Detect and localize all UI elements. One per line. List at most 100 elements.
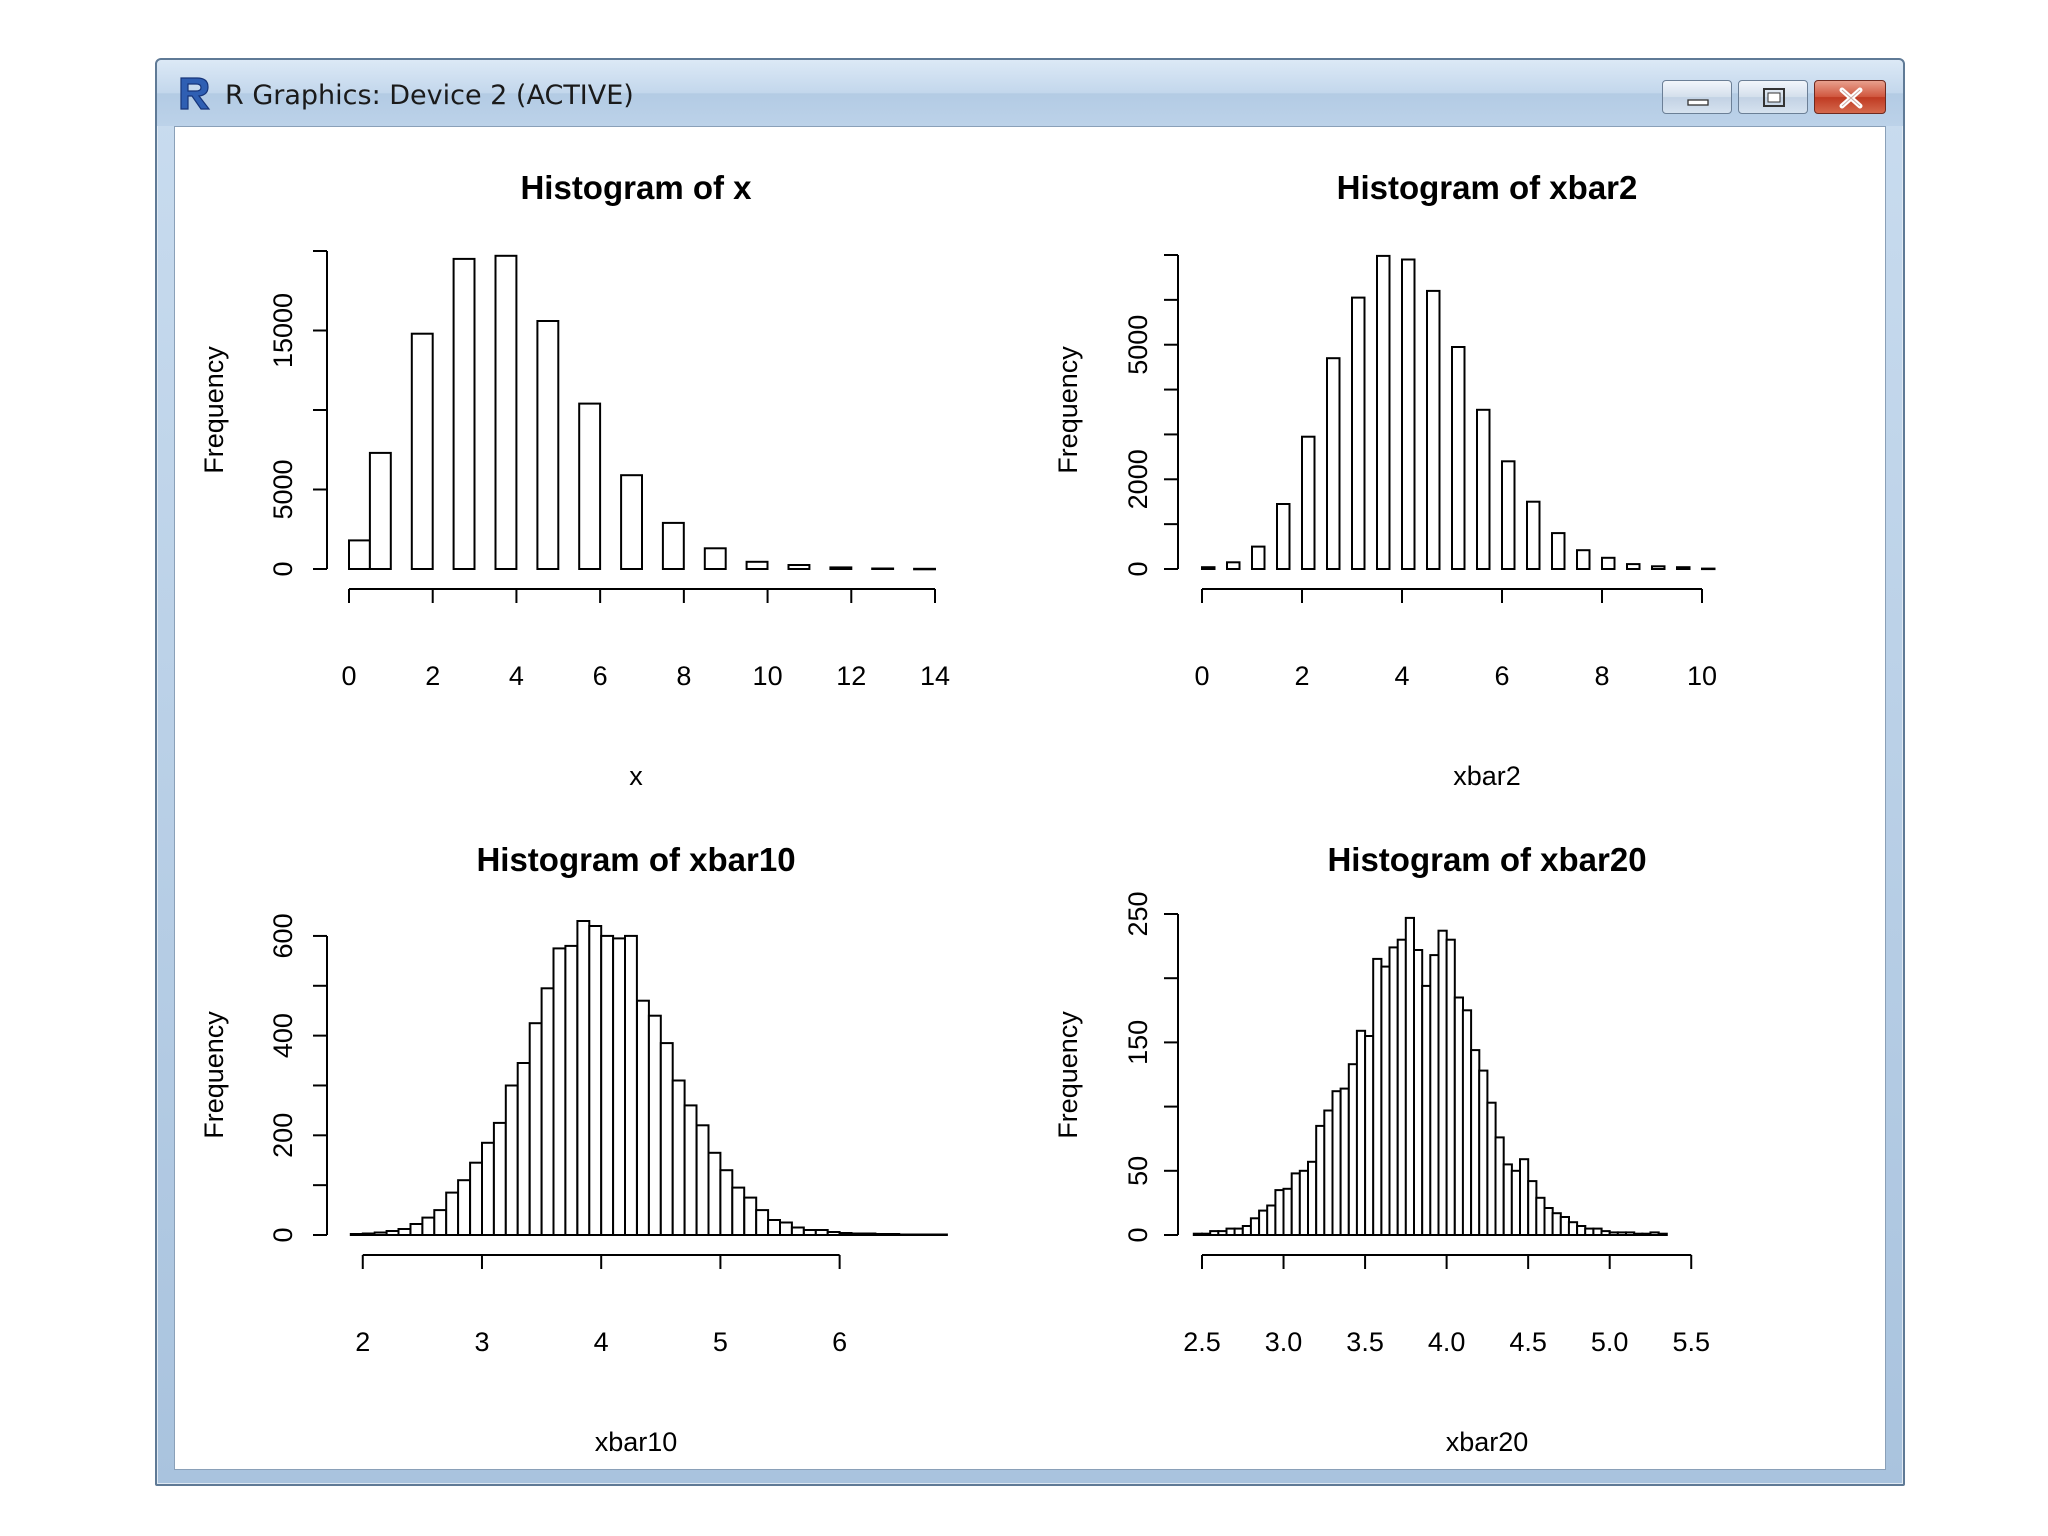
histogram-bar	[1251, 545, 1266, 571]
y-tick-label: 5000	[1123, 315, 1153, 375]
histogram-bar	[373, 1231, 388, 1236]
histogram-bar	[1315, 1124, 1326, 1237]
histogram-bar	[1217, 1230, 1228, 1236]
histogram-bar	[787, 564, 811, 570]
x-tick-label: 3.5	[1346, 1327, 1384, 1357]
x-tick-label: 0	[341, 661, 356, 691]
chart-title: Histogram of xbar10	[476, 841, 795, 878]
histogram-bar	[1209, 1230, 1220, 1236]
histogram-bar	[1426, 289, 1441, 570]
histogram-bar	[1364, 1035, 1375, 1236]
histogram-bar	[826, 1231, 841, 1236]
histogram-bar	[410, 332, 434, 570]
r-graphics-window: R Graphics: Device 2 (ACTIVE) Histogram …	[155, 58, 1905, 1486]
x-tick-label: 4.5	[1509, 1327, 1547, 1357]
histogram-bar	[1526, 500, 1541, 571]
histogram-bar	[647, 1014, 662, 1237]
histogram-bar	[516, 1062, 531, 1236]
x-tick-label: 4	[1394, 661, 1409, 691]
histogram-bar	[1347, 1063, 1359, 1237]
histogram-bar	[457, 1179, 472, 1236]
histogram-bar	[1616, 1231, 1628, 1237]
histogram-bar	[481, 1141, 495, 1236]
histogram-bar	[1388, 946, 1399, 1237]
histogram-bar	[409, 1223, 424, 1236]
histogram-bar	[1527, 1180, 1538, 1236]
histogram-bar	[1233, 1227, 1244, 1236]
histogram-bar	[934, 1233, 948, 1236]
histogram-bar	[1396, 938, 1407, 1236]
histogram-bar	[829, 566, 853, 570]
x-tick-label: 2.5	[1183, 1327, 1221, 1357]
histogram-bar	[802, 1229, 817, 1236]
histogram-bar	[695, 1124, 710, 1236]
histogram-bar	[1429, 954, 1440, 1236]
minimize-button[interactable]	[1662, 80, 1732, 114]
histogram-bar	[1600, 1230, 1611, 1236]
histogram-bar	[536, 320, 560, 570]
histogram-bar	[1404, 916, 1416, 1237]
x-tick-label: 4	[509, 661, 524, 691]
histogram-bar	[385, 1230, 400, 1236]
x-tick-label: 5.0	[1591, 1327, 1629, 1357]
histogram-bar	[1559, 1216, 1571, 1236]
y-tick-label: 600	[268, 913, 298, 958]
histogram-bar	[898, 1233, 913, 1236]
histogram-bar	[552, 947, 567, 1237]
histogram-bar	[1351, 296, 1366, 570]
histogram-bar	[421, 1216, 436, 1236]
histogram-bar	[1298, 1169, 1310, 1237]
histogram-bar	[1576, 549, 1591, 571]
histogram-bar	[1592, 1227, 1603, 1236]
histogram-bar	[1510, 1169, 1522, 1237]
histogram-bar	[1567, 1221, 1579, 1236]
histogram-bar	[1657, 1232, 1668, 1236]
x-tick-label: 4	[594, 1327, 609, 1357]
y-tick-label: 0	[1123, 561, 1153, 576]
histogram-bar	[1258, 1209, 1269, 1236]
histogram-bar	[1201, 566, 1216, 571]
histogram-bar	[1641, 1232, 1652, 1236]
histogram-bar	[1249, 1217, 1261, 1237]
histogram-bar	[1372, 957, 1383, 1237]
histogram-bar	[1476, 408, 1491, 570]
x-tick-label: 6	[832, 1327, 847, 1357]
histogram-bar	[1301, 435, 1316, 571]
histogram-bar	[661, 521, 685, 570]
histogram-bar	[1651, 565, 1666, 570]
histogram-bar	[368, 451, 392, 570]
histogram-bar	[1478, 1069, 1489, 1236]
histogram-bar	[397, 1228, 412, 1236]
maximize-button[interactable]	[1738, 80, 1808, 114]
minimize-icon	[1687, 99, 1709, 106]
histogram-bar	[871, 567, 895, 570]
histogram-bar	[745, 560, 769, 570]
histogram-bar	[1241, 1225, 1253, 1236]
histogram-bar	[540, 987, 555, 1236]
histogram-bar	[1307, 1160, 1318, 1237]
histogram-bar	[1649, 1231, 1660, 1237]
title-bar[interactable]: R Graphics: Device 2 (ACTIVE)	[157, 60, 1903, 126]
histogram-bar	[767, 1219, 781, 1236]
histogram-bar	[528, 1022, 543, 1237]
x-tick-label: 3.0	[1265, 1327, 1303, 1357]
histogram-bar	[1551, 532, 1566, 571]
histogram-bar	[600, 934, 615, 1237]
chart-title: Histogram of xbar2	[1337, 169, 1638, 206]
histogram-bar	[755, 1209, 770, 1236]
x-tick-label: 4.0	[1428, 1327, 1466, 1357]
histogram-bar	[1266, 1204, 1277, 1236]
histogram-bar	[348, 539, 371, 570]
x-tick-label: 5	[713, 1327, 728, 1357]
histogram-bar	[1323, 1109, 1334, 1236]
close-button[interactable]	[1814, 80, 1886, 114]
x-tick-label: 2	[1294, 661, 1309, 691]
histogram-bar	[1470, 1049, 1481, 1236]
histogram-bar	[1461, 1009, 1473, 1236]
histogram-bar	[1282, 1187, 1293, 1237]
histogram-bar	[636, 999, 650, 1237]
histogram-bar	[452, 257, 476, 570]
histogram-bar	[683, 1104, 698, 1237]
histogram-bar	[671, 1079, 686, 1236]
r-logo-icon	[180, 77, 211, 110]
